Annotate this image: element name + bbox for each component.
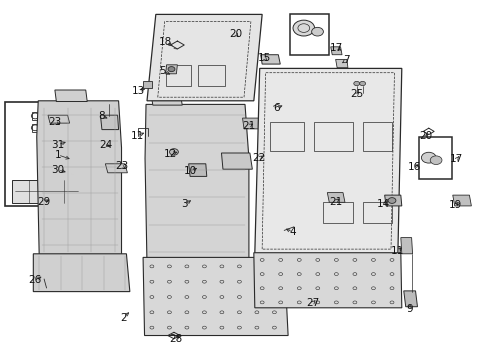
Polygon shape: [261, 55, 280, 64]
Circle shape: [168, 67, 175, 72]
Polygon shape: [147, 14, 262, 101]
Text: 5: 5: [159, 66, 166, 76]
Polygon shape: [151, 94, 182, 105]
Text: 17: 17: [329, 42, 343, 53]
Text: 29: 29: [37, 197, 51, 207]
Polygon shape: [243, 118, 260, 129]
Circle shape: [430, 156, 442, 165]
Polygon shape: [48, 115, 70, 123]
Polygon shape: [166, 65, 177, 74]
Bar: [363, 202, 392, 223]
Bar: [270, 122, 304, 151]
Polygon shape: [255, 68, 402, 254]
Text: 7: 7: [343, 55, 349, 66]
Text: 3: 3: [181, 199, 188, 210]
Text: 28: 28: [169, 334, 182, 344]
Circle shape: [293, 20, 315, 36]
Text: 21: 21: [329, 197, 343, 207]
Polygon shape: [33, 254, 130, 292]
Polygon shape: [143, 257, 288, 336]
Polygon shape: [71, 177, 81, 184]
Text: 17: 17: [450, 154, 464, 164]
Bar: [198, 65, 225, 86]
Polygon shape: [385, 195, 402, 206]
Text: 23: 23: [48, 117, 62, 127]
Text: 26: 26: [28, 275, 42, 285]
Text: 19: 19: [449, 200, 463, 210]
Bar: [5, 102, 89, 206]
Text: 21: 21: [242, 121, 256, 131]
Polygon shape: [37, 101, 122, 256]
Text: 18: 18: [159, 37, 172, 48]
Polygon shape: [221, 153, 252, 169]
Text: 12: 12: [164, 149, 177, 159]
Polygon shape: [336, 59, 348, 68]
Bar: [32, 124, 51, 132]
Text: 1: 1: [54, 150, 61, 160]
Text: 9: 9: [406, 304, 413, 314]
Polygon shape: [401, 238, 413, 254]
Circle shape: [354, 81, 360, 86]
Text: 16: 16: [407, 162, 421, 172]
Text: 11: 11: [130, 131, 144, 141]
Text: 15: 15: [258, 53, 271, 63]
Text: 25: 25: [350, 89, 364, 99]
Bar: [32, 112, 51, 120]
Polygon shape: [12, 180, 81, 203]
Text: 23: 23: [115, 161, 128, 171]
Bar: [363, 122, 392, 151]
Text: 24: 24: [99, 140, 113, 150]
Polygon shape: [143, 81, 152, 88]
Bar: [166, 65, 191, 86]
Circle shape: [388, 198, 396, 203]
Bar: [419, 137, 452, 179]
Polygon shape: [145, 104, 249, 265]
Bar: [314, 122, 353, 151]
Text: 6: 6: [273, 103, 280, 113]
Circle shape: [170, 149, 178, 155]
Text: 20: 20: [420, 131, 433, 141]
Polygon shape: [453, 195, 471, 206]
Text: 30: 30: [51, 165, 64, 175]
Text: 13: 13: [131, 86, 145, 96]
Text: 11: 11: [391, 246, 405, 256]
Text: 31: 31: [51, 140, 65, 150]
Polygon shape: [55, 90, 87, 102]
Polygon shape: [100, 115, 119, 130]
Text: 22: 22: [252, 153, 266, 163]
Text: 27: 27: [306, 298, 319, 308]
Polygon shape: [327, 193, 345, 202]
Text: 4: 4: [290, 227, 296, 237]
Bar: [323, 202, 353, 223]
Bar: [290, 14, 329, 55]
Polygon shape: [105, 164, 127, 173]
Circle shape: [312, 27, 323, 36]
Text: 8: 8: [98, 111, 105, 121]
Polygon shape: [404, 291, 417, 307]
Circle shape: [360, 81, 366, 86]
Polygon shape: [189, 164, 207, 176]
Text: 10: 10: [184, 166, 196, 176]
Polygon shape: [254, 253, 402, 308]
Text: 2: 2: [120, 312, 127, 323]
Polygon shape: [331, 47, 342, 55]
Text: 20: 20: [230, 29, 243, 39]
Circle shape: [421, 152, 436, 163]
Text: 14: 14: [376, 199, 390, 210]
